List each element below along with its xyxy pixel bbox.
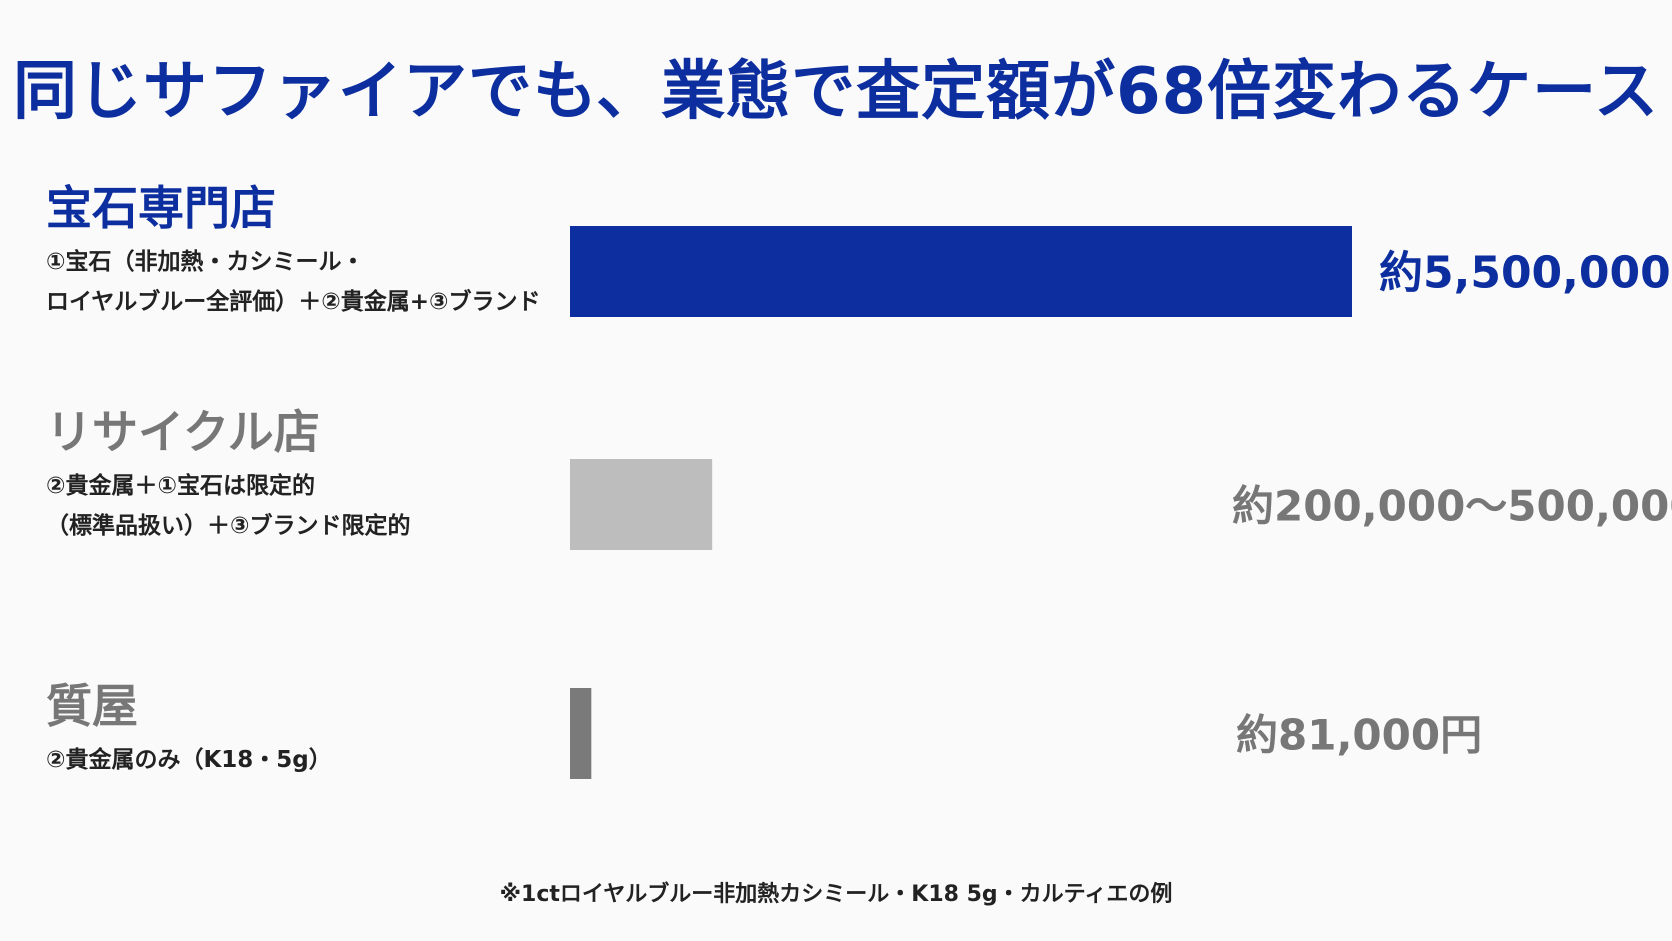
row-label-pawn-shop: 質屋 ②貴金属のみ（K18・5g）	[46, 678, 332, 780]
row-desc-jewelry-store-line1: ①宝石（非加熱・カシミール・	[46, 249, 365, 275]
row-label-jewelry-store: 宝石専門店 ①宝石（非加熱・カシミール・ ロイヤルブルー全評価）＋②貴金属+③ブ…	[46, 180, 541, 322]
row-desc-recycle-store-line1: ②貴金属＋①宝石は限定的	[46, 473, 315, 499]
row-desc-pawn-shop-line1: ②貴金属のみ（K18・5g）	[46, 747, 332, 773]
row-label-recycle-store: リサイクル店 ②貴金属＋①宝石は限定的 （標準品扱い）＋③ブランド限定的	[46, 404, 410, 546]
row-name-jewelry-store: 宝石専門店	[46, 181, 276, 235]
bar-pawn-shop	[570, 688, 592, 779]
row-name-pawn-shop: 質屋	[46, 679, 138, 733]
bar-value-label-pawn-shop: 約81,000円	[1236, 711, 1482, 760]
footnote: ※1ctロイヤルブルー非加熱カシミール・K18 5g・カルティエの例	[499, 882, 1173, 907]
row-desc-jewelry-store-line2: ロイヤルブルー全評価）＋②貴金属+③ブランド	[46, 289, 541, 315]
bar-recycle-store	[570, 459, 713, 550]
bar-value-label-recycle-store: 約200,000〜500,000円	[1232, 482, 1672, 531]
page-title: 同じサファイアでも、業態で査定額が68倍変わるケース	[13, 55, 1659, 129]
row-desc-recycle-store-line2: （標準品扱い）＋③ブランド限定的	[46, 513, 411, 539]
bar-value-label-jewelry-store: 約5,500,000円	[1379, 248, 1672, 299]
bar-jewelry-store	[570, 226, 1352, 317]
row-name-recycle-store: リサイクル店	[46, 405, 320, 459]
